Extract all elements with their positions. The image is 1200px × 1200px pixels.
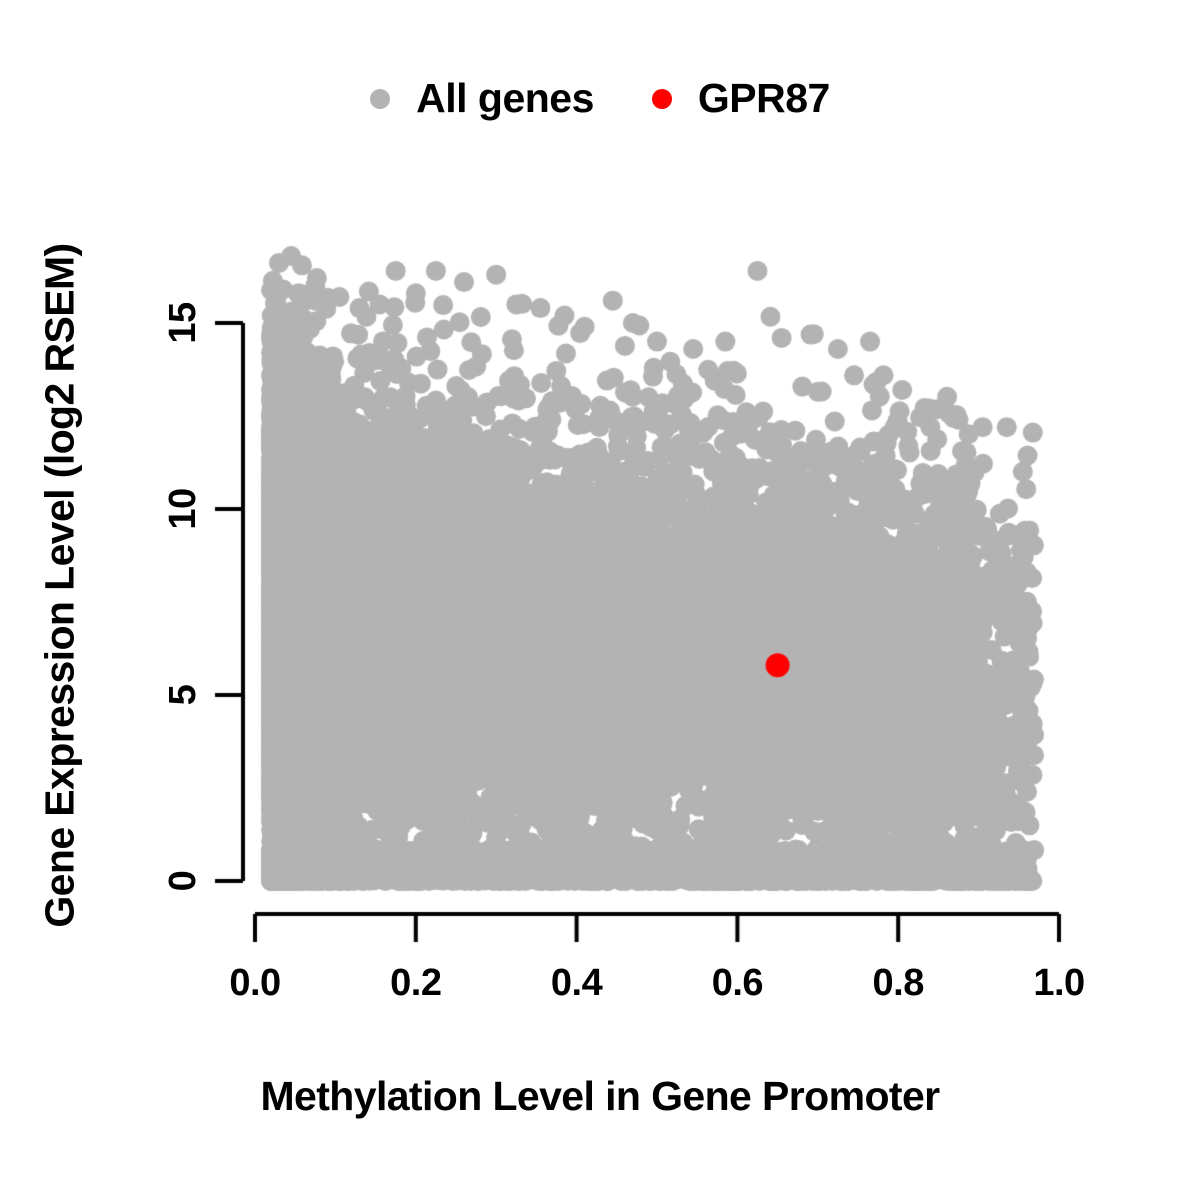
x-tick-label: 0.8 <box>872 962 925 1004</box>
legend-label-gpr87: GPR87 <box>697 75 830 121</box>
legend-item-gpr87: GPR87 <box>651 75 830 121</box>
x-tick-label: 1.0 <box>1033 962 1085 1004</box>
y-tick-label: 5 <box>162 684 204 706</box>
legend-label-all-genes: All genes <box>416 75 594 121</box>
legend-marker-all-genes-icon <box>370 88 391 109</box>
x-axis-title: Methylation Level in Gene Promoter <box>260 1073 940 1119</box>
legend: All genes GPR87 <box>0 78 1200 119</box>
y-tick-label: 0 <box>162 870 204 892</box>
legend-marker-gpr87-icon <box>651 88 672 109</box>
x-tick-label: 0.2 <box>390 962 442 1004</box>
y-tick-label: 10 <box>162 488 204 530</box>
legend-item-all-genes: All genes <box>370 78 594 119</box>
y-tick-label: 15 <box>162 302 204 344</box>
x-tick-label: 0.6 <box>711 962 764 1004</box>
x-tick-label: 0.4 <box>550 962 603 1004</box>
x-tick-label: 0.0 <box>229 962 281 1004</box>
